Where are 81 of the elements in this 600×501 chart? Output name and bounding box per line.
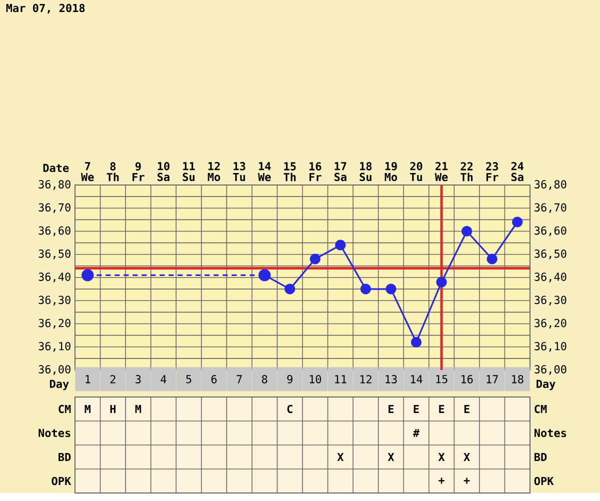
text: M [84, 405, 90, 414]
chart-title: Mar 07, 2018 [6, 4, 85, 14]
y-tick-label: 36,00 [38, 365, 70, 376]
y-tick-label: 36,10 [38, 342, 70, 352]
x-tick-label: 7 [236, 375, 242, 384]
y2-tick-label: 36,00 [534, 365, 566, 376]
y2-tick-label: BD [534, 453, 547, 462]
y-tick-label: 36,70 [38, 204, 70, 214]
text: X [337, 453, 344, 462]
text: E [388, 405, 394, 414]
y-tick-label: 36,20 [38, 319, 70, 329]
y-tick-label: OPK [52, 477, 72, 486]
x2-tick-label: 11 Su [182, 162, 195, 182]
x2-tick-label: 7 We [81, 162, 94, 182]
text: E [414, 405, 419, 414]
y2-tick-label: 36,10 [534, 342, 566, 352]
text: # [412, 429, 420, 438]
x-tick-label: 2 [110, 375, 116, 384]
y2-tick-label: 36,30 [534, 296, 566, 306]
y2-tick-label: CM [534, 405, 547, 414]
y-tick-label: 36,40 [38, 272, 70, 283]
y-tick-label: 36,60 [38, 226, 70, 236]
x2-tick-label: 23 Fr [486, 162, 498, 182]
x-tick-label: 1 [86, 375, 90, 384]
y2-tick-label: 36,70 [534, 204, 566, 214]
x-tick-label: 8 [262, 375, 268, 384]
x-tick-label: 5 [186, 375, 192, 384]
text: X [464, 453, 470, 462]
text: H [110, 405, 116, 414]
x-tick-label: 18 [512, 375, 524, 384]
y-tick-label: 36,80 [38, 180, 70, 190]
x2-tick-label: 13 Tu [233, 162, 246, 182]
y-tick-label: CM [58, 405, 71, 414]
y-tick-label: Notes [38, 429, 70, 438]
text: E [439, 405, 444, 414]
x-tick-label: 9 [287, 375, 292, 384]
x2-tick-label: 12 Mo [208, 162, 220, 182]
x2-tick-label: 10 Sa [158, 162, 170, 182]
x2-tick-label: 15 Th [284, 162, 296, 182]
y2-tick-label: 36,60 [534, 226, 566, 236]
y2-tick-label: 36,80 [534, 180, 566, 190]
y-tick-label: BD [58, 453, 71, 462]
x2-tick-label: 24 Sa [511, 162, 524, 182]
text: M [135, 405, 142, 414]
x-tick-label: 10 [310, 375, 322, 384]
x-tick-label: 4 [160, 375, 166, 384]
x2-tick-label: 8 Th [106, 162, 119, 182]
y2-tick-label: 36,20 [534, 319, 566, 329]
x2-tick-label: 21 We [434, 162, 448, 182]
x-tick-label: 13 [386, 375, 397, 384]
x-tick-label: 17 [486, 375, 498, 384]
text: + [438, 478, 444, 484]
x-tick-label: 12 [360, 375, 372, 384]
x2-tick-label: 17 Sa [334, 162, 346, 182]
x-tick-label: 3 [136, 375, 141, 384]
x-tick-label: 6 [211, 375, 217, 384]
x2-tick-label: 14 We [258, 162, 271, 182]
x2-tick-label: 20 Tu [410, 162, 422, 182]
text: X [438, 453, 445, 462]
x-axis-title: Day [50, 380, 69, 390]
x2-tick-label: 16 Fr [309, 162, 322, 182]
y2-tick-label: 36,50 [534, 250, 566, 260]
y2-tick-label: 36,40 [534, 272, 566, 283]
text: Day [536, 380, 556, 390]
x-tick-label: 11 [335, 375, 346, 384]
x2-axis-title: Date [43, 164, 69, 172]
y2-tick-label: OPK [534, 477, 554, 486]
x-tick-label: 16 [462, 375, 473, 384]
x-tick-label: 15 [436, 375, 448, 384]
y2-tick-label: Notes [534, 429, 566, 438]
text: X [388, 453, 394, 462]
x2-tick-label: 22 Th [460, 162, 473, 182]
y-tick-label: 36,30 [38, 296, 70, 306]
x-tick-label: 14 [410, 375, 422, 384]
y-tick-label: 36,50 [38, 250, 70, 260]
x2-tick-label: 18 Su [360, 162, 372, 182]
text: E [464, 405, 470, 414]
x2-tick-label: 9 Fr [132, 162, 144, 182]
x2-tick-label: 19 Mo [384, 162, 398, 182]
text: + [464, 478, 470, 484]
text: C [287, 405, 292, 414]
